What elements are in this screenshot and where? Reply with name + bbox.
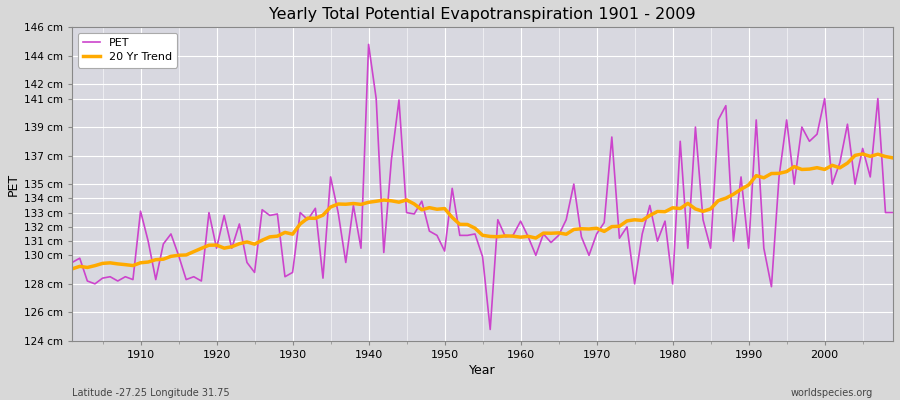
PET — [340, 260, 351, 265]
20 Yr Trend — [295, 222, 306, 226]
Legend: PET, 20 Yr Trend: PET, 20 Yr Trend — [77, 33, 177, 68]
20 Yr Trend — [858, 152, 868, 156]
PET — [887, 210, 898, 215]
20 Yr Trend — [887, 156, 898, 160]
Y-axis label: PET: PET — [7, 172, 20, 196]
PET — [128, 277, 139, 282]
X-axis label: Year: Year — [469, 364, 496, 377]
20 Yr Trend — [515, 235, 526, 240]
Text: Latitude -27.25 Longitude 31.75: Latitude -27.25 Longitude 31.75 — [72, 388, 230, 398]
Line: 20 Yr Trend: 20 Yr Trend — [72, 154, 893, 269]
20 Yr Trend — [67, 266, 77, 271]
20 Yr Trend — [128, 263, 139, 268]
PET — [67, 260, 77, 265]
Title: Yearly Total Potential Evapotranspiration 1901 - 2009: Yearly Total Potential Evapotranspiratio… — [269, 7, 696, 22]
PET — [295, 210, 306, 215]
PET — [530, 253, 541, 258]
20 Yr Trend — [607, 224, 617, 229]
Text: worldspecies.org: worldspecies.org — [791, 388, 873, 398]
PET — [523, 234, 534, 239]
20 Yr Trend — [340, 202, 351, 207]
Line: PET: PET — [72, 44, 893, 330]
20 Yr Trend — [508, 234, 518, 238]
PET — [485, 327, 496, 332]
PET — [622, 224, 633, 229]
PET — [364, 42, 374, 47]
